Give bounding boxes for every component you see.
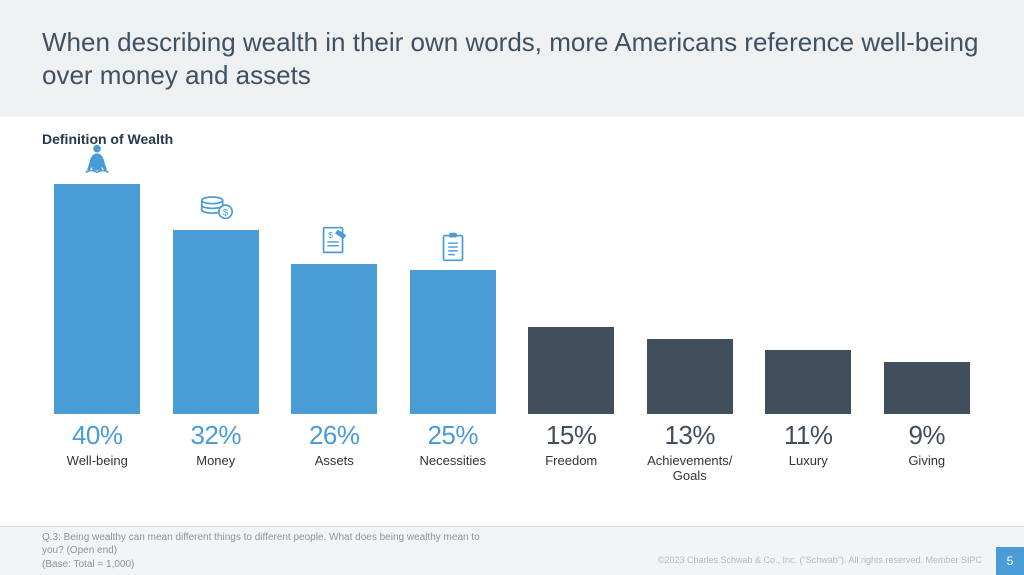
bar-column: 40%Well-being — [48, 140, 147, 485]
bar-column: 15%Freedom — [522, 327, 621, 484]
content-area: Definition of Wealth 40%Well-being32%Mon… — [0, 117, 1024, 485]
bar-label: Achievements/Goals — [647, 453, 732, 485]
page-title: When describing wealth in their own word… — [42, 26, 982, 93]
bar-column: 26%Assets — [285, 220, 384, 485]
footnote-question: Q.3: Being wealthy can mean different th… — [42, 532, 480, 557]
bar-label: Necessities — [420, 453, 486, 485]
checklist-icon — [433, 226, 473, 266]
coins-icon — [196, 186, 236, 226]
footnote: Q.3: Being wealthy can mean different th… — [42, 531, 502, 572]
page-number: 5 — [996, 547, 1024, 575]
bar — [410, 270, 496, 414]
bar — [765, 350, 851, 413]
bar-value: 26% — [309, 420, 360, 451]
bar-column: 13%Achievements/Goals — [641, 339, 740, 485]
bar-column: 9%Giving — [878, 362, 977, 485]
bar — [528, 327, 614, 413]
bar-column: 32%Money — [167, 186, 266, 485]
bar-column: 25%Necessities — [404, 226, 503, 485]
document-icon — [314, 220, 354, 260]
bar-column: 11%Luxury — [759, 350, 858, 484]
bar-value: 11% — [784, 420, 833, 451]
header-band: When describing wealth in their own word… — [0, 0, 1024, 117]
bar — [884, 362, 970, 414]
footer: Q.3: Being wealthy can mean different th… — [0, 526, 1024, 575]
bar-chart: 40%Well-being32%Money26%Assets25%Necessi… — [42, 155, 982, 485]
bar — [54, 184, 140, 414]
bar-label: Giving — [908, 453, 945, 485]
bar-label: Luxury — [789, 453, 828, 485]
bar-value: 25% — [427, 420, 478, 451]
bar-value: 15% — [546, 420, 597, 451]
bar-label: Assets — [315, 453, 354, 485]
bar-value: 40% — [72, 420, 123, 451]
bar-value: 9% — [908, 420, 945, 451]
copyright: ©2023 Charles Schwab & Co., Inc. ("Schwa… — [658, 555, 982, 565]
bar-label: Money — [196, 453, 235, 485]
chart-subtitle: Definition of Wealth — [42, 131, 982, 147]
bar — [647, 339, 733, 414]
bar — [291, 264, 377, 414]
bar-value: 32% — [190, 420, 241, 451]
bar-value: 13% — [664, 420, 715, 451]
footnote-base: (Base: Total = 1,000) — [42, 559, 134, 570]
bar-label: Freedom — [545, 453, 597, 485]
bar — [173, 230, 259, 414]
meditation-icon — [77, 140, 117, 180]
bar-label: Well-being — [67, 453, 128, 485]
